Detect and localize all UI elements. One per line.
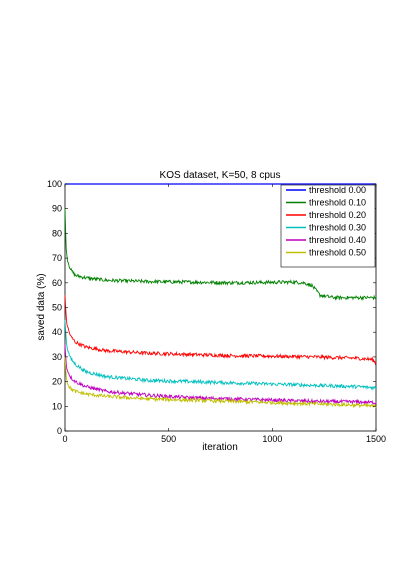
y-tick-label: 40 xyxy=(52,327,62,337)
chart-title: KOS dataset, K=50, 8 cpus xyxy=(160,170,281,181)
y-axis-ticks: 0 10 20 30 40 50 60 70 80 90 100 xyxy=(47,179,376,436)
legend-entry-1: threshold 0.10 xyxy=(309,198,366,208)
y-tick-label: 30 xyxy=(52,352,62,362)
y-tick-label: 60 xyxy=(52,278,62,288)
y-tick-label: 20 xyxy=(52,377,62,387)
legend-box xyxy=(280,184,376,268)
legend-entry-2: threshold 0.20 xyxy=(309,210,366,220)
y-tick-label: 80 xyxy=(52,228,62,238)
y-tick-label: 10 xyxy=(52,401,62,411)
y-tick-label: 100 xyxy=(47,179,62,189)
legend: threshold 0.00 threshold 0.10 threshold 0.… xyxy=(280,184,376,268)
series-line-3 xyxy=(64,319,377,391)
y-tick-label: 50 xyxy=(52,303,62,313)
y-tick-label: 70 xyxy=(52,253,62,263)
legend-entry-4: threshold 0.40 xyxy=(309,235,366,245)
y-tick-label: 0 xyxy=(57,426,62,436)
series-line-1 xyxy=(64,208,377,301)
legend-entry-0: threshold 0.00 xyxy=(309,185,366,195)
x-axis-label: iteration xyxy=(202,442,238,453)
x-tick-label: 1500 xyxy=(366,434,386,444)
y-tick-label: 90 xyxy=(52,204,62,214)
x-tick-label: 0 xyxy=(62,434,67,444)
series-line-5 xyxy=(64,356,377,409)
series-line-4 xyxy=(64,344,377,406)
legend-entry-3: threshold 0.30 xyxy=(309,223,366,233)
y-axis-label: saved data (%) xyxy=(36,273,47,340)
series-layer xyxy=(64,183,377,409)
x-tick-label: 500 xyxy=(161,434,176,444)
series-line-2 xyxy=(64,295,377,366)
legend-entry-5: threshold 0.50 xyxy=(309,248,366,258)
x-axis-ticks: 0 500 1000 1500 xyxy=(62,184,386,444)
x-tick-label: 1000 xyxy=(262,434,282,444)
